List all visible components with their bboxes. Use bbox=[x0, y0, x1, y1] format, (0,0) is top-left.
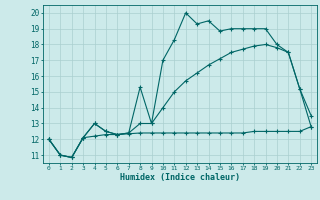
X-axis label: Humidex (Indice chaleur): Humidex (Indice chaleur) bbox=[120, 173, 240, 182]
